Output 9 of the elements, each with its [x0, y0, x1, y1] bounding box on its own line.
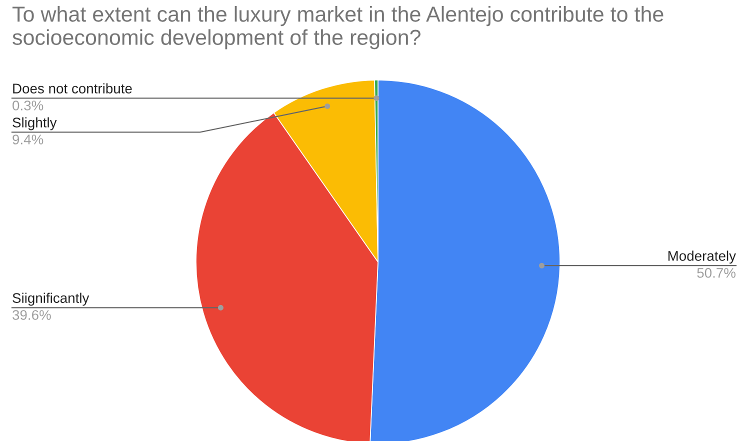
slice-label: Does not contribute	[13, 83, 132, 94]
slice-label: Moderately	[668, 250, 736, 264]
slice-label: Slightly	[12, 117, 57, 130]
data-label: 0.3%	[12, 100, 44, 110]
slice-label: Siignificantly	[12, 292, 90, 306]
data-label: 39.6%	[12, 310, 51, 320]
chart-title: To what extent can the luxury market in the Alentejo contribute to the socioeconomic development of the region?	[12, 6, 664, 50]
data-label: 50.7%	[697, 268, 736, 278]
data-label: 9.4%	[12, 134, 44, 144]
